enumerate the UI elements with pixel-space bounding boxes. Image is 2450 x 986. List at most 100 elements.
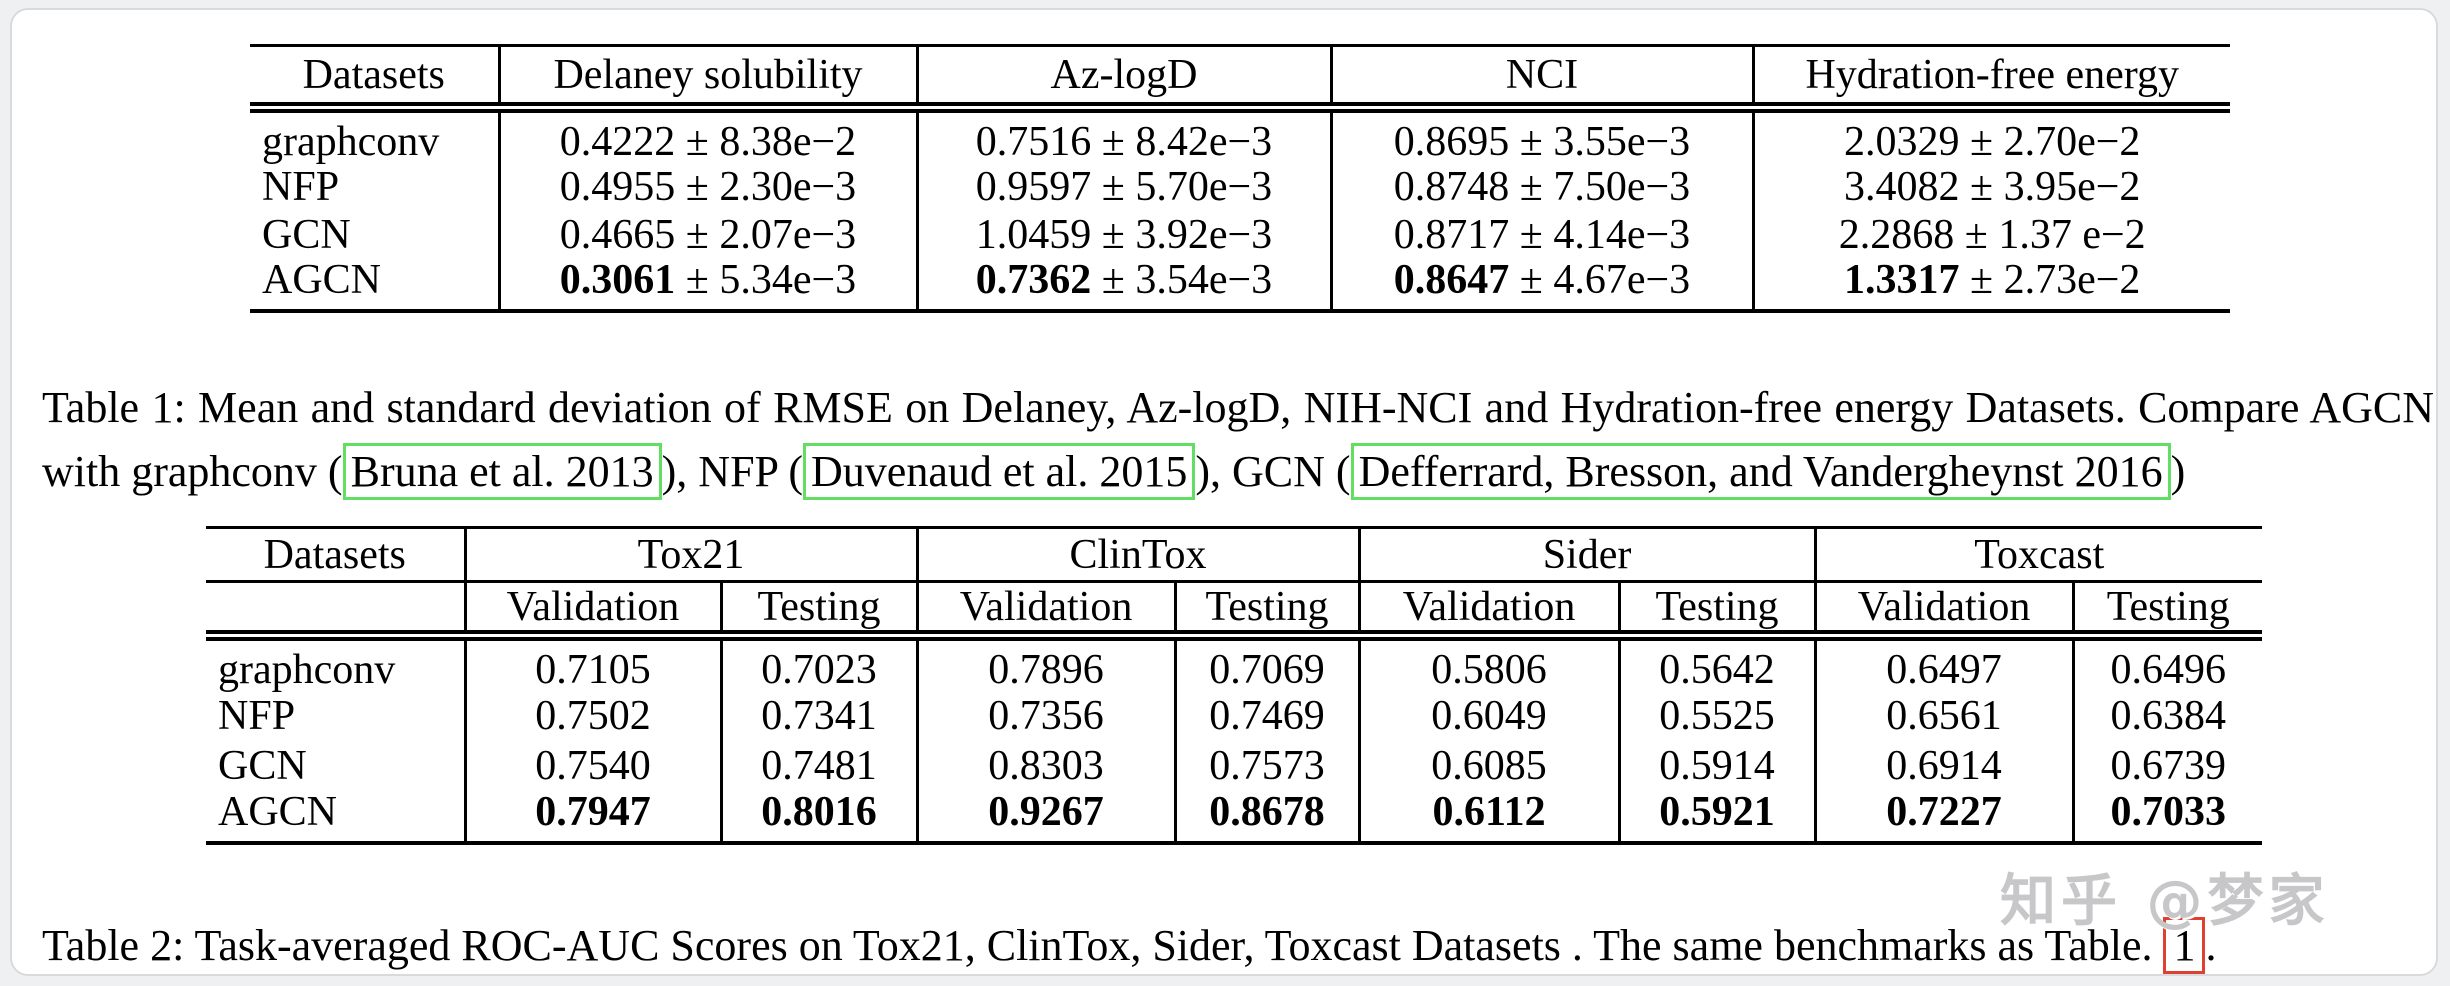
rmse-cell: 0.8647 ± 4.67e−3 (1329, 257, 1753, 313)
split-header: Validation (463, 581, 721, 641)
row-label: GCN (262, 212, 351, 258)
score-cell: 0.8303 (915, 741, 1176, 791)
zhihu-watermark: 知乎 @梦家 (2000, 869, 2330, 934)
row-label: AGCN (250, 259, 499, 313)
table-row: GCN 0.7540 0.7481 0.8303 0.7573 0.6085 0.5914 0… (206, 741, 2263, 791)
mean-value: 3.4082 (1844, 164, 1960, 210)
rmse-cell: 1.3317 ± 2.73e−2 (1751, 257, 2230, 313)
table-row: AGCN 0.3061 ± 5.34e−3 0.7362 ± 3.54e−3 0.86… (250, 257, 2230, 313)
score-cell: 0.7033 (2071, 791, 2263, 845)
table-row: graphconv 0.4222 ± 8.38e−2 0.7516 ± 8.42e−… (250, 107, 2230, 165)
rmse-cell: 0.3061 ± 5.34e−3 (497, 257, 917, 313)
score-cell: 0.5642 (1617, 635, 1816, 691)
mean-value: 0.4955 (559, 164, 676, 210)
score-cell: 0.7023 (719, 635, 918, 691)
caption-text: ) (2170, 447, 2186, 496)
score-cell: 0.6561 (1813, 691, 2074, 741)
row-label: AGCN (206, 791, 465, 845)
score-cell: 0.7573 (1173, 741, 1360, 791)
split-header: Testing (719, 581, 918, 641)
rmse-cell: 0.7516 ± 8.42e−3 (915, 107, 1331, 165)
score-cell: 0.7356 (915, 691, 1176, 741)
mean-value: 0.3061 (559, 257, 676, 303)
column-header: Hydration-free energy (1751, 44, 2230, 113)
dataset-group-header: Tox21 (463, 526, 918, 583)
mean-value: 1.0459 (975, 212, 1092, 258)
score-cell: 0.7896 (915, 635, 1176, 691)
score-cell: 0.5806 (1357, 635, 1620, 691)
table-row: AGCN 0.7947 0.8016 0.9267 0.8678 0.6112 0.5921… (206, 791, 2263, 845)
rocauc-table-body: graphconv 0.7105 0.7023 0.7896 0.7069 0.5806 0… (206, 635, 2263, 845)
rmse-cell: 0.7362 ± 3.54e−3 (915, 259, 1331, 313)
column-header: NCI (1329, 44, 1753, 113)
corner-header: Datasets (206, 526, 465, 583)
rmse-cell: 2.0329 ± 2.70e−2 (1751, 107, 2230, 163)
score-cell: 0.6739 (2071, 741, 2263, 791)
rmse-cell: 0.8748 ± 7.50e−3 (1329, 163, 1753, 211)
split-header: Testing (2071, 581, 2263, 641)
split-header: Testing (1173, 581, 1360, 641)
dataset-group-header: Sider (1357, 526, 1816, 583)
row-label: GCN (218, 743, 307, 789)
score-cell: 0.9267 (915, 791, 1176, 845)
score-cell: 0.5921 (1617, 791, 1816, 845)
rmse-cell: 0.8695 ± 3.55e−3 (1329, 107, 1753, 165)
mean-value: 0.7516 (975, 119, 1092, 165)
column-header: Datasets (250, 44, 499, 113)
rmse-cell: 0.4222 ± 8.38e−2 (497, 107, 917, 165)
mean-value: 1.3317 (1844, 257, 1960, 303)
empty-header-cell (206, 581, 465, 641)
caption-text: ), NFP ( (661, 447, 804, 496)
score-cell: 0.8678 (1173, 791, 1360, 845)
mean-value: 0.4665 (559, 212, 676, 258)
table2-caption: Table 2: Task-averaged ROC-AUC Scores on… (42, 914, 2434, 978)
score-cell: 0.7540 (463, 741, 721, 791)
mean-value: 2.2868 (1838, 212, 1955, 258)
score-cell: 0.7227 (1813, 791, 2074, 845)
rmse-table-header: Datasets Delaney solubility Az-logD NCI Hydr… (250, 44, 2230, 113)
score-cell: 0.7947 (463, 791, 721, 845)
rmse-cell: 0.8717 ± 4.14e−3 (1329, 211, 1753, 259)
score-cell: 0.5525 (1617, 691, 1816, 741)
score-cell: 0.7502 (463, 691, 721, 741)
row-label: graphconv (262, 119, 440, 165)
score-cell: 0.5914 (1617, 741, 1816, 791)
score-cell: 0.6497 (1813, 635, 2074, 691)
table-row: GCN 0.4665 ± 2.07e−3 1.0459 ± 3.92e−3 0.871… (250, 211, 2230, 259)
mean-value: 0.9597 (975, 164, 1092, 210)
score-cell: 0.6496 (2071, 635, 2263, 691)
column-header: Az-logD (915, 44, 1331, 113)
mean-value: 0.8695 (1393, 119, 1510, 165)
page-card: Datasets Delaney solubility Az-logD NCI Hydr… (10, 8, 2438, 976)
score-cell: 0.7341 (719, 691, 918, 741)
rocauc-results-table: Datasets Tox21 ClinTox Sider Toxcast Validati… (206, 526, 2263, 845)
score-cell: 0.7469 (1173, 691, 1360, 741)
dataset-group-header: Toxcast (1813, 526, 2263, 583)
table-row: graphconv 0.7105 0.7023 0.7896 0.7069 0.5806 0… (206, 635, 2263, 691)
citation-highlight-box: Duvenaud et al. 2015 (803, 443, 1196, 500)
score-cell: 0.7481 (719, 741, 918, 791)
split-header: Testing (1617, 581, 1816, 641)
reference-highlight-box: 1 (2163, 917, 2206, 974)
score-cell: 0.6384 (2071, 691, 2263, 741)
rmse-cell: 2.2868 ± 1.37 e−2 (1751, 211, 2230, 259)
row-label: NFP (262, 164, 340, 210)
score-cell: 0.6085 (1357, 741, 1620, 791)
rmse-cell: 1.0459 ± 3.92e−3 (915, 211, 1331, 259)
split-header: Validation (1357, 581, 1620, 641)
citation-highlight-box: Bruna et al. 2013 (342, 443, 662, 500)
rmse-cell: 0.4665 ± 2.07e−3 (497, 211, 917, 259)
score-cell: 0.6914 (1813, 741, 2074, 791)
score-cell: 0.6112 (1357, 791, 1620, 845)
caption-text: . (2205, 921, 2217, 970)
dataset-group-header: ClinTox (915, 526, 1360, 583)
mean-value: 0.4222 (559, 119, 676, 165)
score-cell: 0.7069 (1173, 635, 1360, 691)
mean-value: 0.8647 (1393, 257, 1510, 303)
caption-text: Table 2: Task-averaged ROC-AUC Scores on… (42, 921, 2164, 970)
caption-text: ), GCN ( (1195, 447, 1351, 496)
mean-value: 0.8717 (1393, 212, 1510, 258)
score-cell: 0.6049 (1357, 691, 1620, 741)
caption-text: Table 1: Mean and standard deviation of … (42, 383, 2434, 496)
